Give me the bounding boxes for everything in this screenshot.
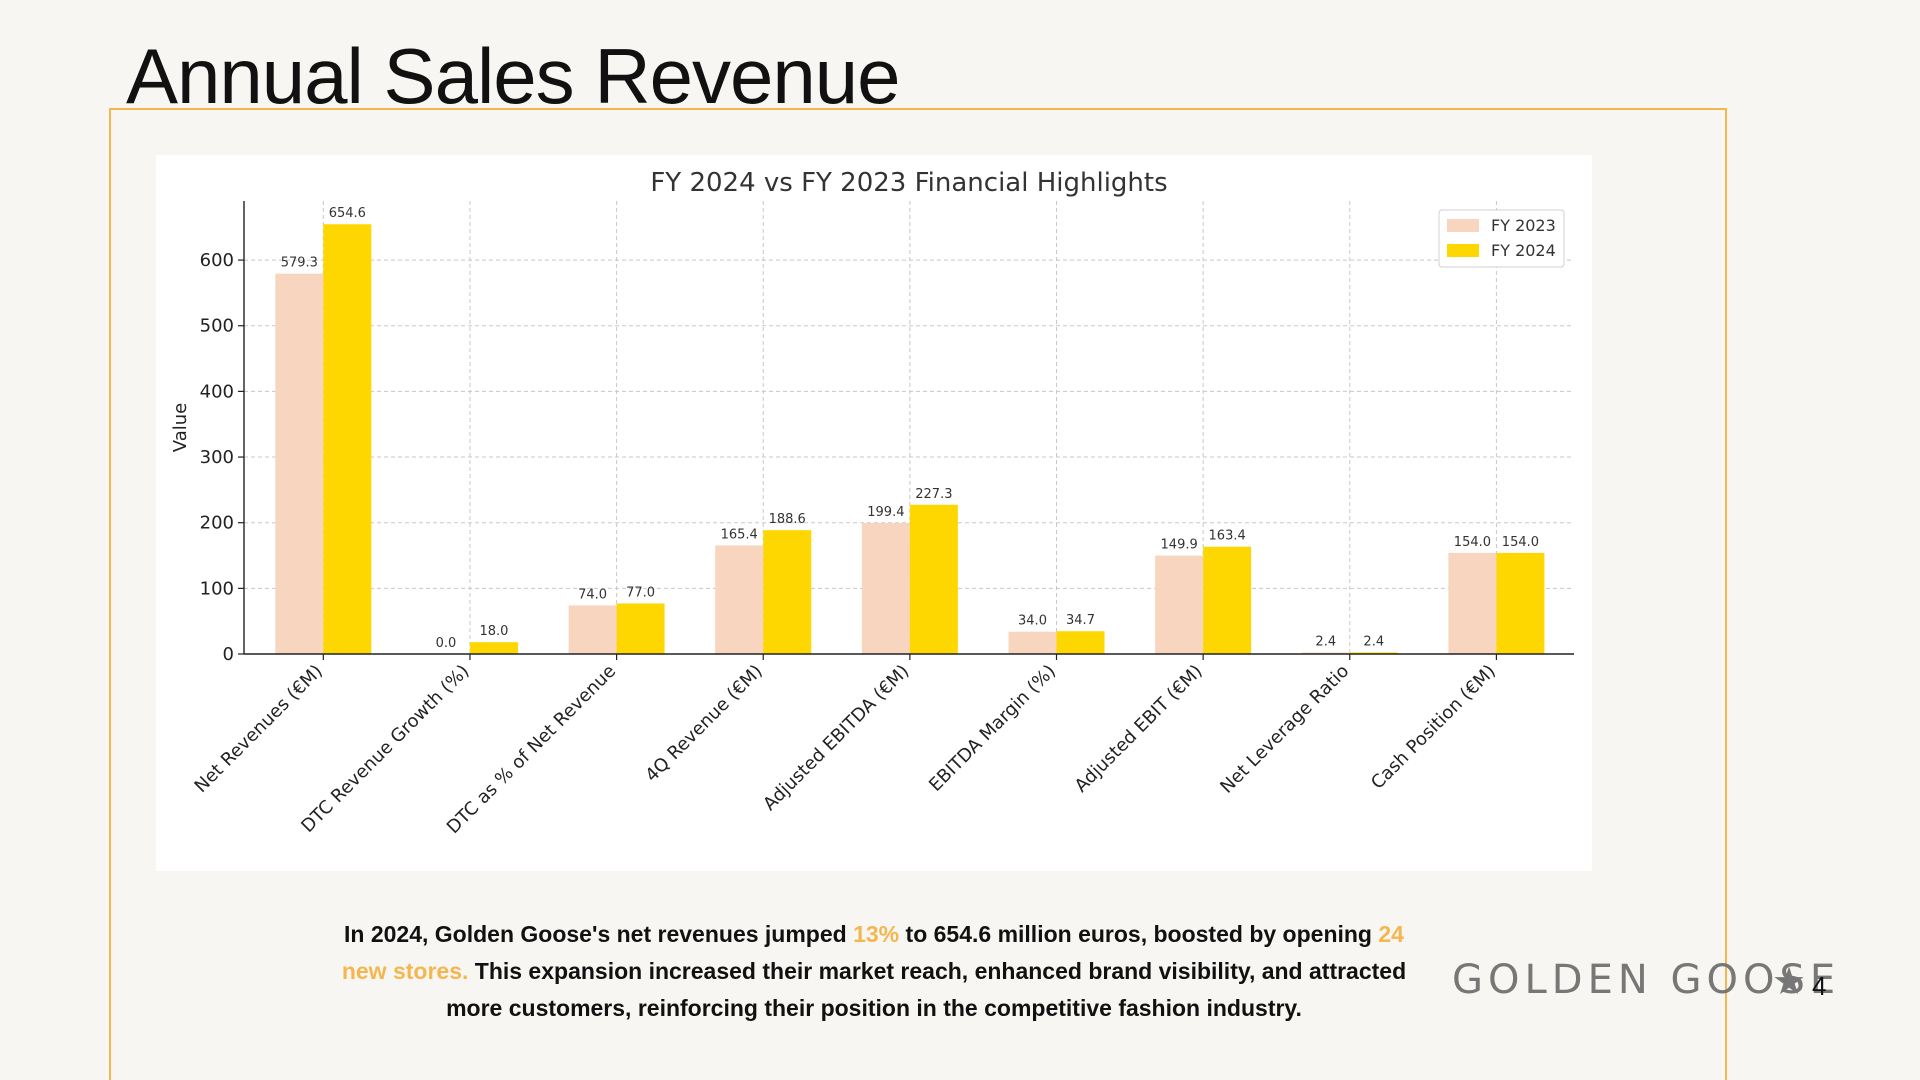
bar-fy2023 xyxy=(1448,552,1497,654)
y-tick-label: 0 xyxy=(223,644,234,665)
data-label: 34.7 xyxy=(1066,613,1095,628)
data-label: 2.4 xyxy=(1315,634,1336,649)
legend-swatch xyxy=(1447,219,1479,232)
bar-fy2024 xyxy=(616,603,665,654)
x-tick-label: Cash Position (€M) xyxy=(1367,661,1500,794)
slide-title: Annual Sales Revenue xyxy=(126,32,901,120)
legend-swatch xyxy=(1447,244,1479,257)
bar-fy2024 xyxy=(1349,652,1398,654)
bar-fy2023 xyxy=(275,273,324,654)
y-tick-label: 100 xyxy=(200,578,234,599)
data-label: 154.0 xyxy=(1454,535,1491,550)
chart-title: FY 2024 vs FY 2023 Financial Highlights xyxy=(650,168,1167,198)
x-tick-label: Net Revenues (€M) xyxy=(190,661,326,797)
data-label: 654.6 xyxy=(329,206,366,221)
x-tick-label: Adjusted EBIT (€M) xyxy=(1071,661,1207,797)
bar-chart: 0 100 200 300 400 500 600 579.3 0.0 74.0 165.4 199.… xyxy=(170,168,1574,838)
x-tick-label: DTC Revenue Growth (%) xyxy=(297,661,473,837)
y-tick-label: 600 xyxy=(200,250,234,271)
bar-fy2024 xyxy=(1056,631,1105,654)
data-label: 165.4 xyxy=(721,527,758,542)
y-tick-label: 200 xyxy=(200,513,234,534)
slide-caption: In 2024, Golden Goose's net revenues jum… xyxy=(330,916,1418,1027)
y-tick-label: 400 xyxy=(200,381,234,402)
caption-text-3: This expansion increased their market re… xyxy=(446,958,1407,1021)
bar-fy2024 xyxy=(1203,546,1252,654)
y-tick-label: 300 xyxy=(200,447,234,468)
caption-text-2: to 654.6 million euros, boosted by openi… xyxy=(899,921,1379,947)
data-label: 149.9 xyxy=(1161,538,1198,553)
data-label: 77.0 xyxy=(626,585,655,600)
bar-fy2023 xyxy=(1301,652,1350,654)
data-label: 227.3 xyxy=(915,487,952,502)
x-tick-label: EBITDA Margin (%) xyxy=(925,661,1060,796)
content-frame xyxy=(109,108,1727,1080)
bar-fy2023 xyxy=(1008,631,1057,654)
data-label: 188.6 xyxy=(769,512,806,527)
bar-fy2023 xyxy=(1155,555,1204,654)
chart-panel: 0 100 200 300 400 500 600 579.3 0.0 74.0 165.4 199.… xyxy=(156,155,1592,871)
data-label: 18.0 xyxy=(479,624,508,639)
y-axis-label: Value xyxy=(170,403,191,452)
bar-fy2023 xyxy=(568,605,617,654)
bar-fy2024 xyxy=(763,530,812,654)
data-label: 34.0 xyxy=(1018,614,1047,629)
caption-text-1: In 2024, Golden Goose's net revenues jum… xyxy=(344,921,854,947)
x-tick-label: 4Q Revenue (€M) xyxy=(641,661,767,787)
brand-logo: GOLDEN GOOSE xyxy=(1452,957,1841,1003)
bar-fy2024 xyxy=(323,224,372,654)
data-label: 74.0 xyxy=(578,587,607,602)
bar-fy2024 xyxy=(1496,552,1545,654)
bar-fy2023 xyxy=(715,545,764,654)
y-tick-label: 500 xyxy=(200,316,234,337)
x-tick-label: Net Leverage Ratio xyxy=(1216,661,1353,798)
page-number: 4 xyxy=(1812,971,1827,1001)
star-icon: ★ xyxy=(1772,959,1807,1003)
data-label: 154.0 xyxy=(1502,535,1539,550)
data-label: 163.4 xyxy=(1209,529,1246,544)
caption-accent-stores: 24 new stores. xyxy=(341,921,1404,984)
x-tick-label: DTC as % of Net Revenue xyxy=(443,661,620,838)
x-tick-label: Adjusted EBITDA (€M) xyxy=(759,661,913,815)
data-label: 579.3 xyxy=(281,256,318,271)
legend-label: FY 2024 xyxy=(1491,241,1556,260)
data-label: 199.4 xyxy=(867,505,904,520)
bar-fy2023 xyxy=(861,523,910,654)
legend-label: FY 2023 xyxy=(1491,216,1556,235)
data-label: 0.0 xyxy=(436,636,457,651)
bar-fy2024 xyxy=(909,504,958,654)
data-label: 2.4 xyxy=(1363,634,1384,649)
caption-accent-growth: 13% xyxy=(853,921,900,947)
bar-fy2024 xyxy=(469,642,518,654)
